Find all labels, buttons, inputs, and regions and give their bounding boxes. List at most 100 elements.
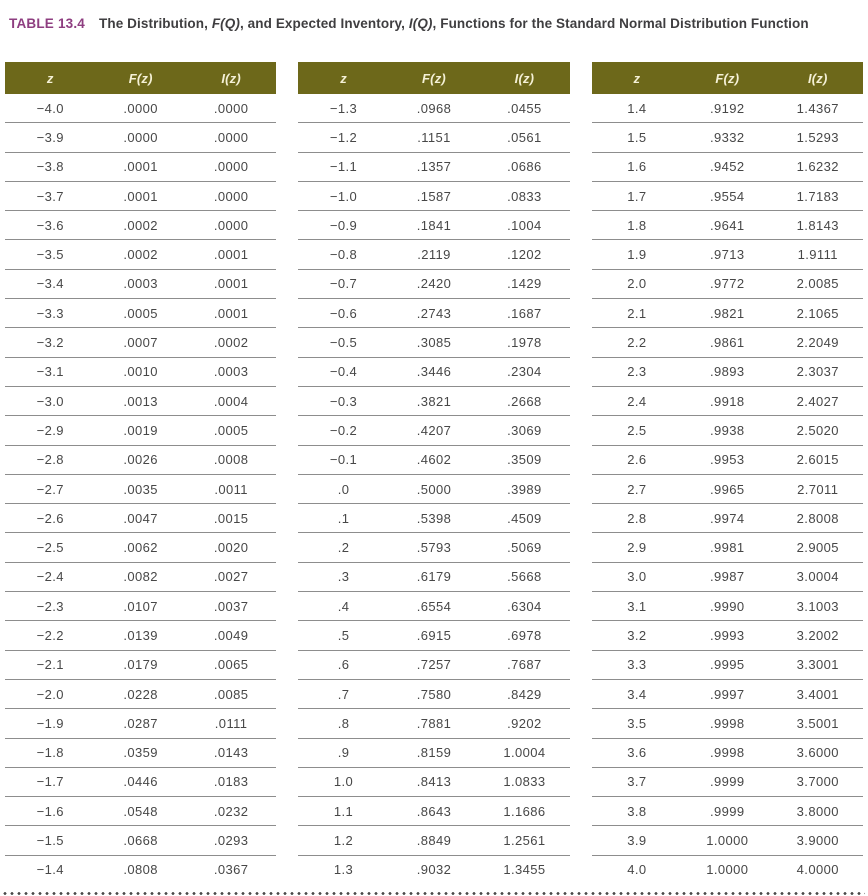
cell-z: .9: [337, 745, 350, 761]
cell-z: −3.5: [36, 247, 64, 263]
cell-iz: 3.7000: [796, 774, 839, 790]
cell-iz: .0049: [213, 627, 249, 643]
cell-z: 3.2: [627, 627, 647, 643]
cell-fz: .9861: [710, 335, 745, 351]
cell-z: −3.1: [36, 364, 64, 380]
table-row: 1.6 .9452 1.6232: [591, 153, 863, 182]
cell-fz: .9998: [710, 745, 745, 761]
cell-fz: .6554: [416, 598, 452, 614]
table-row: .5 .6915 .6978: [298, 621, 570, 651]
cell-fz: .0003: [123, 276, 158, 292]
cell-fz: .0010: [123, 364, 158, 380]
table-row: 3.8 .9999 3.8000: [591, 797, 863, 827]
table-row: −0.3 .3821 .2668: [298, 387, 570, 417]
cell-iz: .1202: [507, 247, 542, 263]
table-header-row: z F(z) I(z): [5, 62, 277, 94]
table-row: −2.8 .0026 .0008: [5, 446, 277, 475]
cell-iz: .0367: [213, 862, 249, 878]
cell-iz: 2.4027: [796, 393, 839, 409]
table-row: 2.5 .9938 2.5020: [591, 416, 863, 446]
cell-z: −0.9: [329, 217, 358, 233]
cell-iz: .0005: [213, 422, 249, 438]
cell-fz: .0062: [123, 540, 158, 556]
table-row: −1.2 .1151 .0561: [298, 123, 570, 153]
cell-fz: 1.0000: [706, 862, 749, 878]
cell-iz: 1.1686: [503, 803, 546, 819]
cell-iz: 3.4001: [796, 686, 839, 702]
cell-iz: 3.1003: [796, 598, 839, 614]
cell-fz: .0446: [123, 774, 158, 790]
table-row: −2.2 .0139 .0049: [5, 621, 277, 651]
cell-z: 2.6: [627, 452, 647, 468]
cell-fz: .0179: [123, 657, 158, 673]
column-header-fz: F(z): [422, 70, 446, 86]
table-row: −2.6 .0047 .0015: [5, 504, 277, 534]
cell-iz: 3.8000: [796, 803, 839, 819]
cell-iz: .0085: [213, 686, 249, 702]
table-row: 3.9 1.0000 3.9000: [591, 826, 863, 856]
cell-z: −2.0: [36, 686, 64, 702]
cell-z: −0.1: [329, 452, 358, 468]
cell-fz: .0808: [123, 862, 158, 878]
cell-fz: .8849: [416, 833, 452, 849]
cell-z: 2.1: [627, 305, 647, 321]
cell-iz: .8429: [507, 686, 542, 702]
cell-iz: 2.2049: [796, 335, 839, 351]
table-row: −2.3 .0107 .0037: [5, 592, 277, 622]
table-row: .7 .7580 .8429: [298, 680, 570, 710]
cell-fz: .2119: [417, 247, 451, 263]
z-table-right: z F(z) I(z) 1.4 .9192 1.4367 1.5 .9332 1.5293 1.6…: [591, 62, 863, 884]
cell-fz: .9999: [710, 803, 745, 819]
cell-iz: 3.6000: [796, 745, 839, 761]
cell-iz: .0001: [213, 247, 249, 263]
cell-z: −2.9: [36, 422, 64, 438]
cell-iz: .9202: [507, 715, 542, 731]
table-header-row: z F(z) I(z): [298, 62, 570, 94]
cell-z: −1.1: [329, 159, 358, 175]
cell-fz: .8643: [416, 803, 452, 819]
cell-iz: 1.3455: [503, 862, 546, 878]
cell-iz: 1.9111: [797, 247, 838, 263]
cell-fz: .7580: [416, 686, 452, 702]
cell-iz: 1.2561: [503, 833, 546, 849]
cell-fz: .0082: [123, 569, 158, 585]
cell-fz: .9938: [710, 422, 745, 438]
cell-iz: .1004: [507, 217, 542, 233]
tables-container: z F(z) I(z) −4.0.0000.0000 −3.9.0000.0000 −3.…: [3, 62, 865, 884]
cell-fz: .5398: [416, 510, 452, 526]
cell-iz: .3509: [507, 452, 542, 468]
cell-z: 3.0: [627, 569, 647, 585]
cell-z: −0.7: [329, 276, 358, 292]
table-row: 4.0 1.0000 4.0000: [592, 856, 863, 884]
table-row: −2.0 .0228 .0085: [5, 680, 277, 710]
cell-fz: .9997: [710, 686, 745, 702]
column-header-z: z: [633, 70, 641, 86]
cell-fz: .0005: [123, 305, 158, 321]
cell-iz: .1429: [507, 276, 542, 292]
table-row: −0.2 .4207 .3069: [298, 416, 570, 446]
cell-fz: .8413: [416, 774, 452, 790]
cell-fz: .0007: [123, 335, 158, 351]
cell-z: −2.2: [36, 627, 64, 643]
cell-z: −2.6: [36, 510, 64, 526]
cell-iz: .0000: [213, 129, 249, 145]
cell-fz: .4602: [416, 452, 452, 468]
cell-iz: 1.8143: [796, 217, 839, 233]
cell-fz: .3085: [416, 335, 452, 351]
cell-z: 3.8: [627, 803, 647, 819]
cell-fz: .0001: [123, 188, 158, 204]
cell-iz: 1.0004: [503, 745, 546, 761]
cell-fz: .9999: [710, 774, 745, 790]
table-row: −2.4 .0082 .0027: [5, 563, 277, 593]
cell-iz: .0561: [507, 129, 542, 145]
table-row: .1 .5398 .4509: [298, 504, 570, 534]
cell-iz: .0000: [213, 217, 249, 233]
cell-z: 2.7: [627, 481, 647, 497]
cell-fz: .4207: [416, 422, 452, 438]
table-row: 1.1 .8643 1.1686: [298, 797, 570, 827]
table-row: −0.1 .4602 .3509: [298, 446, 570, 475]
cell-iz: .0001: [213, 305, 249, 321]
cell-fz: .9993: [710, 627, 745, 643]
cell-z: 3.3: [627, 657, 647, 673]
